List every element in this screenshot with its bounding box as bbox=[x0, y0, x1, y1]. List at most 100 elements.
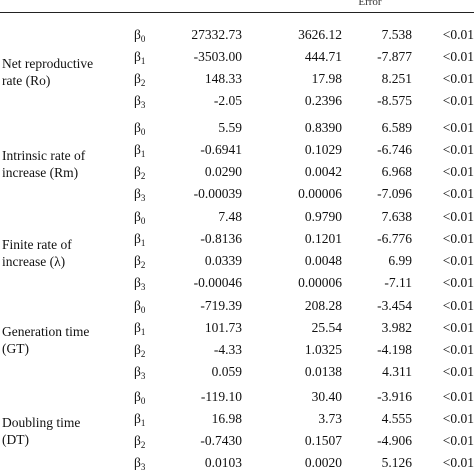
beta-subscript: 3 bbox=[140, 282, 146, 292]
t-value-cell: -6.776 bbox=[377, 231, 412, 246]
p-value-cell: <0.01 bbox=[442, 27, 474, 42]
beta-symbol: β bbox=[134, 142, 141, 157]
coefficient-symbol: β1 bbox=[134, 410, 160, 432]
coefficient-symbol: β2 bbox=[134, 70, 160, 92]
estimate-cell: -0.00039 bbox=[193, 186, 242, 201]
table-row: β3 -2.05 0.2396 -8.575 <0.01 bbox=[0, 92, 474, 111]
table-row: β0 5.59 0.8390 6.589 <0.01 bbox=[0, 119, 474, 138]
table-row: β0 -719.39 208.28 -3.454 <0.01 bbox=[0, 297, 474, 316]
row-group-label-line: Generation time bbox=[2, 324, 90, 339]
coefficient-symbol: β1 bbox=[134, 141, 160, 163]
beta-subscript: 1 bbox=[140, 238, 146, 248]
beta-subscript: 0 bbox=[140, 34, 146, 44]
coefficient-symbol: β1 bbox=[134, 48, 160, 70]
coefficient-symbol: β0 bbox=[134, 208, 160, 230]
std-error-cell: 3.73 bbox=[318, 411, 342, 426]
coefficient-symbol: β2 bbox=[134, 341, 160, 363]
table-top-rule bbox=[0, 12, 474, 13]
row-group-label-line: Intrinsic rate of bbox=[2, 148, 86, 163]
beta-symbol: β bbox=[134, 209, 141, 224]
group-net-reproductive: Net reproductive rate (Ro) β0 27332.73 3626.… bbox=[0, 26, 474, 110]
group-doubling-time: Doubling time (DT) β0 -119.10 30.40 -3.916 <0.… bbox=[0, 388, 474, 472]
row-group-label-line: increase (Rm) bbox=[2, 165, 79, 180]
row-group-label-line: Doubling time bbox=[2, 415, 81, 430]
coefficient-symbol: β2 bbox=[134, 252, 160, 274]
t-value-cell: 4.555 bbox=[381, 411, 412, 426]
group-finite-rate-of: Finite rate of increase (λ) β0 7.48 0.9790 7.… bbox=[0, 208, 474, 292]
estimate-cell: 16.98 bbox=[211, 411, 242, 426]
beta-symbol: β bbox=[134, 93, 141, 108]
beta-subscript: 2 bbox=[140, 440, 146, 450]
p-value-cell: <0.01 bbox=[442, 231, 474, 246]
coefficient-symbol: β1 bbox=[134, 230, 160, 252]
coefficient-symbol: β3 bbox=[134, 92, 160, 114]
coefficient-symbol: β0 bbox=[134, 388, 160, 410]
estimate-cell: -0.6941 bbox=[200, 142, 242, 157]
coefficient-symbol: β2 bbox=[134, 432, 160, 454]
beta-symbol: β bbox=[134, 164, 141, 179]
std-error-cell: 0.0138 bbox=[304, 364, 342, 379]
beta-symbol: β bbox=[134, 298, 141, 313]
beta-symbol: β bbox=[134, 342, 141, 357]
table-row: β3 0.059 0.0138 4.311 <0.01 bbox=[0, 363, 474, 382]
p-value-cell: <0.01 bbox=[442, 209, 474, 224]
row-group-label: Doubling time (DT) bbox=[2, 414, 80, 448]
beta-subscript: 3 bbox=[140, 193, 146, 203]
p-value-cell: <0.01 bbox=[442, 186, 474, 201]
t-value-cell: -7.11 bbox=[384, 275, 412, 290]
row-group-label-line: (DT) bbox=[2, 432, 29, 447]
t-value-cell: 6.99 bbox=[388, 253, 412, 268]
estimate-cell: -3503.00 bbox=[193, 49, 242, 64]
t-value-cell: -3.454 bbox=[377, 298, 412, 313]
row-group-label-line: Net reproductive bbox=[2, 56, 94, 71]
t-value-cell: -8.575 bbox=[377, 93, 412, 108]
std-error-cell: 0.00006 bbox=[298, 275, 342, 290]
beta-symbol: β bbox=[134, 320, 141, 335]
p-value-cell: <0.01 bbox=[442, 342, 474, 357]
beta-subscript: 2 bbox=[140, 260, 146, 270]
coefficient-symbol: β0 bbox=[134, 297, 160, 319]
std-error-cell: 208.28 bbox=[304, 298, 342, 313]
estimate-cell: 27332.73 bbox=[191, 27, 242, 42]
beta-symbol: β bbox=[134, 27, 141, 42]
beta-subscript: 1 bbox=[140, 149, 146, 159]
coefficient-symbol: β1 bbox=[134, 319, 160, 341]
estimate-cell: -0.8136 bbox=[200, 231, 242, 246]
beta-symbol: β bbox=[134, 275, 141, 290]
table-row: β0 -119.10 30.40 -3.916 <0.01 bbox=[0, 388, 474, 407]
std-error-cell: 0.0048 bbox=[304, 253, 342, 268]
estimate-cell: 0.0290 bbox=[204, 164, 242, 179]
std-error-cell: 25.54 bbox=[311, 320, 342, 335]
estimate-cell: 5.59 bbox=[218, 120, 242, 135]
t-value-cell: -7.096 bbox=[377, 186, 412, 201]
estimate-cell: -2.05 bbox=[213, 93, 242, 108]
t-value-cell: 4.311 bbox=[382, 364, 412, 379]
std-error-cell: 0.0020 bbox=[304, 455, 342, 470]
row-group-label: Generation time (GT) bbox=[2, 323, 89, 357]
beta-subscript: 0 bbox=[140, 216, 146, 226]
t-value-cell: 8.251 bbox=[381, 71, 412, 86]
table-row: β3 -0.00039 0.00006 -7.096 <0.01 bbox=[0, 185, 474, 204]
p-value-cell: <0.01 bbox=[442, 411, 474, 426]
row-group-label: Net reproductive rate (Ro) bbox=[2, 55, 93, 89]
table-row: β1 -0.8136 0.1201 -6.776 <0.01 bbox=[0, 230, 474, 249]
beta-symbol: β bbox=[134, 389, 141, 404]
p-value-cell: <0.01 bbox=[442, 93, 474, 108]
t-value-cell: 3.982 bbox=[381, 320, 412, 335]
beta-symbol: β bbox=[134, 455, 141, 470]
beta-symbol: β bbox=[134, 253, 141, 268]
row-group-label-line: (GT) bbox=[2, 341, 29, 356]
p-value-cell: <0.01 bbox=[442, 364, 474, 379]
table-row: β1 -3503.00 444.71 -7.877 <0.01 bbox=[0, 48, 474, 67]
t-value-cell: 5.126 bbox=[381, 455, 412, 470]
p-value-cell: <0.01 bbox=[442, 320, 474, 335]
estimate-cell: 7.48 bbox=[218, 209, 242, 224]
table-row: β3 0.0103 0.0020 5.126 <0.01 bbox=[0, 454, 474, 473]
beta-subscript: 2 bbox=[140, 171, 146, 181]
t-value-cell: -3.916 bbox=[377, 389, 412, 404]
p-value-cell: <0.01 bbox=[442, 142, 474, 157]
p-value-cell: <0.01 bbox=[442, 120, 474, 135]
std-error-cell: 0.00006 bbox=[298, 186, 342, 201]
table-row: β2 -4.33 1.0325 -4.198 <0.01 bbox=[0, 341, 474, 360]
std-error-cell: 0.1507 bbox=[304, 433, 342, 448]
